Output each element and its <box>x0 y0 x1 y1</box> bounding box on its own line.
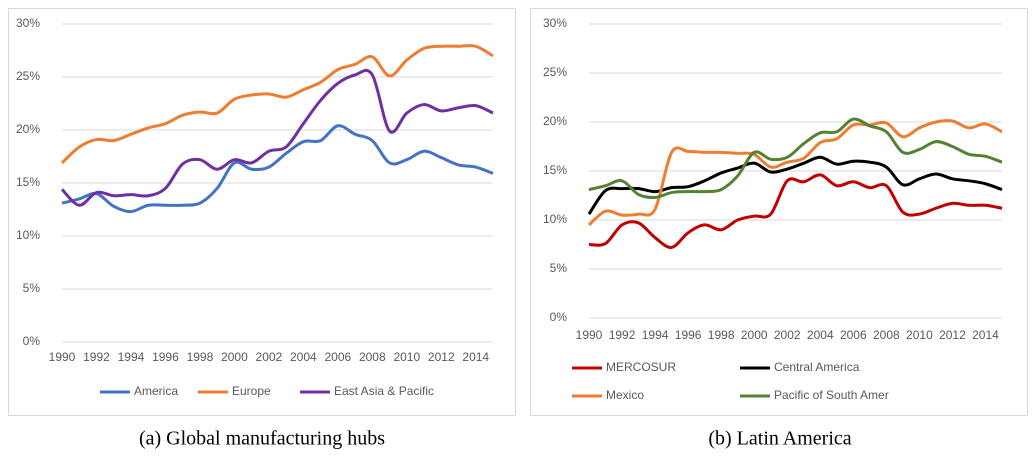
x-tick-label: 2014 <box>462 350 489 364</box>
line-series <box>61 124 494 214</box>
line-series <box>587 155 1003 215</box>
x-tick-label: 1996 <box>152 350 179 364</box>
legend-label: Europe <box>232 384 271 398</box>
x-tick-label: 1994 <box>118 350 145 364</box>
y-tick-label: 0% <box>550 310 568 324</box>
y-tick-label: 30% <box>16 16 40 30</box>
caption: (a) Global manufacturing hubs <box>139 428 385 450</box>
legend-label: America <box>134 384 178 398</box>
caption: (b) Latin America <box>708 428 851 450</box>
x-tick-label: 1996 <box>675 328 702 342</box>
x-tick-label: 2002 <box>774 328 801 342</box>
y-tick-label: 15% <box>543 163 567 177</box>
y-tick-label: 5% <box>23 281 41 295</box>
line-series <box>588 173 1003 249</box>
x-tick-label: 2000 <box>221 350 248 364</box>
line-series <box>60 44 494 164</box>
panel-frame <box>530 8 1028 416</box>
line-series <box>587 119 1003 227</box>
y-tick-label: 10% <box>543 212 567 226</box>
panel-frame <box>8 8 516 416</box>
y-tick-label: 5% <box>550 261 568 275</box>
x-tick-label: 2008 <box>359 350 386 364</box>
x-tick-label: 2006 <box>840 328 867 342</box>
x-tick-label: 2010 <box>906 328 933 342</box>
legend-label: MERCOSUR <box>606 360 676 374</box>
x-tick-label: 1992 <box>609 328 636 342</box>
y-tick-label: 0% <box>23 334 41 348</box>
line-series <box>588 117 1003 200</box>
y-tick-label: 20% <box>16 122 40 136</box>
x-tick-label: 2014 <box>972 328 999 342</box>
y-tick-label: 25% <box>16 69 40 83</box>
x-tick-label: 1998 <box>187 350 214 364</box>
x-tick-label: 2012 <box>428 350 455 364</box>
y-tick-label: 15% <box>16 175 40 189</box>
legend-label: East Asia & Pacific <box>334 384 434 398</box>
x-tick-label: 1994 <box>642 328 669 342</box>
x-tick-label: 2008 <box>873 328 900 342</box>
x-tick-label: 2004 <box>290 350 317 364</box>
line-series <box>60 68 494 207</box>
x-tick-label: 2006 <box>324 350 351 364</box>
x-tick-label: 2000 <box>741 328 768 342</box>
y-tick-label: 10% <box>16 228 40 242</box>
y-tick-label: 25% <box>543 65 567 79</box>
x-tick-label: 2010 <box>393 350 420 364</box>
legend-label: Mexico <box>606 388 644 402</box>
x-tick-label: 2004 <box>807 328 834 342</box>
x-tick-label: 1992 <box>83 350 110 364</box>
y-tick-label: 30% <box>543 16 567 30</box>
y-tick-label: 20% <box>543 114 567 128</box>
legend-label: Pacific of South Amer <box>774 388 889 402</box>
legend-label: Central America <box>774 360 860 374</box>
x-tick-label: 1998 <box>708 328 735 342</box>
x-tick-label: 2012 <box>939 328 966 342</box>
x-tick-label: 1990 <box>49 350 76 364</box>
x-tick-label: 1990 <box>576 328 603 342</box>
x-tick-label: 2002 <box>256 350 283 364</box>
